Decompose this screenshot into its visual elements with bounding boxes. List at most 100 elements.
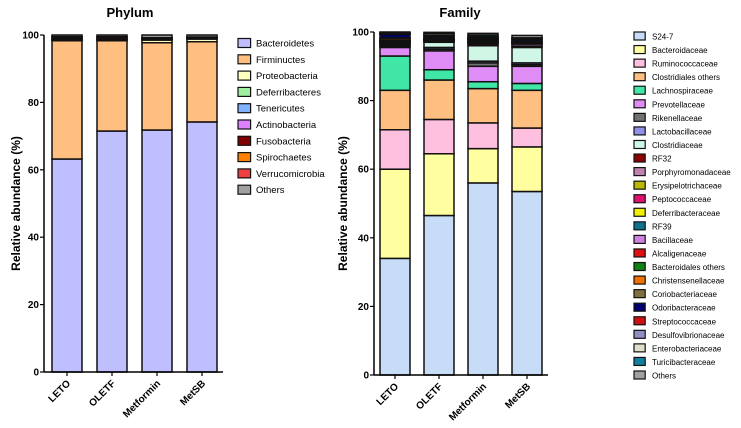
bar-segment-others bbox=[511, 34, 543, 39]
legend-swatch bbox=[633, 221, 646, 231]
legend-label: Bacteroidetes bbox=[256, 39, 314, 50]
y-axis-label: Relative abundance (%) bbox=[9, 136, 23, 271]
y-tick-label: 60 bbox=[358, 165, 370, 176]
bar-segment-clostridiaceae bbox=[511, 46, 543, 64]
legend-swatch bbox=[633, 289, 646, 299]
bar-segment-bacteroidaceae bbox=[379, 168, 411, 260]
y-tick-label: 60 bbox=[28, 165, 40, 176]
legend-swatch bbox=[237, 86, 252, 98]
bar-segment-lachnospiraceae bbox=[467, 80, 499, 90]
legend-swatch bbox=[237, 135, 252, 146]
legend-swatch bbox=[237, 184, 252, 195]
legend-label: Porphyromonadaceae bbox=[652, 168, 731, 177]
legend-swatch bbox=[633, 85, 646, 95]
bar-segment-firminuctes bbox=[96, 39, 128, 132]
bar-segment-ruminococcaceae bbox=[467, 122, 499, 150]
bar-segment-s24-7 bbox=[511, 190, 543, 376]
bar-segment-bacteroidaceae bbox=[423, 153, 455, 217]
legend-label: Turicibacteraceae bbox=[652, 358, 716, 367]
legend-swatch bbox=[633, 370, 646, 380]
bar-segment-ruminococcaceae bbox=[511, 127, 543, 148]
bar-segment-firminuctes bbox=[141, 42, 173, 131]
bar-segment-others bbox=[141, 34, 173, 39]
legend-label: RF39 bbox=[652, 222, 672, 231]
legend-swatch bbox=[633, 58, 646, 68]
x-tick-label: OLETF bbox=[87, 378, 118, 409]
bar-segment-others bbox=[423, 31, 455, 35]
legend-swatch bbox=[633, 343, 646, 353]
legend-label: RF32 bbox=[652, 155, 672, 164]
legend-label: Erysipelotrichaceae bbox=[652, 182, 722, 191]
y-tick-label: 20 bbox=[28, 300, 40, 311]
legend: Bacteroidetes Firminuctes Proteobacteria De… bbox=[237, 37, 325, 196]
bar-segment-prevotellaceae bbox=[511, 65, 543, 85]
y-tick-label: 80 bbox=[358, 96, 370, 107]
legend-label: Rikenellaceae bbox=[652, 114, 703, 123]
legend-label: Deferribacteres bbox=[256, 87, 321, 98]
legend-label: Peptococcaceae bbox=[652, 195, 712, 204]
legend-label: Deferribacteraceae bbox=[652, 209, 721, 218]
legend-swatch bbox=[633, 275, 646, 285]
bar-segment-s24-7 bbox=[379, 257, 411, 376]
bar-segment-bacteroidetes bbox=[141, 129, 173, 373]
legend-label: Fusobacteria bbox=[256, 136, 312, 147]
legend-label: Tenericutes bbox=[256, 104, 305, 115]
legend-swatch bbox=[633, 261, 646, 272]
legend-label: Streptococcaceae bbox=[652, 317, 717, 326]
legend: S24-7 Bacteroidaceae Ruminococcaceae Clostr… bbox=[633, 31, 731, 381]
legend-swatch bbox=[633, 302, 646, 312]
y-tick-label: 40 bbox=[28, 233, 40, 244]
bar-segment-ruminococcaceae bbox=[379, 129, 411, 170]
legend-swatch bbox=[633, 316, 646, 326]
chart-title: Family bbox=[439, 5, 481, 20]
legend-label: Lactobacillaceae bbox=[652, 127, 712, 136]
legend-label: Others bbox=[256, 185, 285, 196]
legend-label: Clostridiales others bbox=[652, 73, 720, 82]
legend-label: Lachnospiraceae bbox=[652, 87, 713, 96]
bar-segment-firminuctes bbox=[186, 40, 218, 123]
legend-swatch bbox=[633, 234, 646, 244]
bar-segment-lachnospiraceae bbox=[379, 55, 411, 92]
x-tick-label: LETO bbox=[375, 381, 402, 408]
x-tick-label: Metformin bbox=[447, 381, 489, 423]
y-tick-label: 40 bbox=[358, 233, 370, 244]
bar-segment-prevotellaceae bbox=[423, 50, 455, 71]
legend-label: Actinobacteria bbox=[256, 120, 317, 131]
x-tick-label: Metformin bbox=[121, 378, 163, 420]
legend-label: Ruminococcaceae bbox=[652, 60, 718, 69]
bar-segment-s24-7 bbox=[423, 214, 455, 376]
legend-label: Bacteroidaceae bbox=[652, 46, 708, 55]
legend-swatch bbox=[237, 103, 252, 114]
legend-swatch bbox=[633, 112, 646, 122]
bar-segment-clostridiales-others bbox=[511, 89, 543, 129]
legend-label: Verrucomicrobia bbox=[256, 169, 325, 180]
legend-swatch bbox=[633, 99, 646, 109]
bar-segment-clostridiaceae bbox=[423, 41, 455, 49]
legend-swatch bbox=[237, 152, 252, 163]
legend-label: Christensenellaceae bbox=[652, 277, 725, 286]
x-tick-label: MetSB bbox=[178, 378, 208, 408]
bar-segment-others bbox=[51, 34, 83, 38]
legend-swatch bbox=[633, 153, 646, 163]
legend-label: Desulfovibrionaceae bbox=[652, 331, 725, 340]
legend-label: Alcaligenaceae bbox=[652, 249, 707, 258]
y-tick-label: 100 bbox=[352, 28, 369, 39]
legend-label: Enterobacteriaceae bbox=[652, 344, 722, 353]
bar-segment-others bbox=[96, 34, 128, 38]
x-tick-label: OLETF bbox=[414, 381, 445, 412]
bar-segment-bacteroidetes bbox=[51, 158, 83, 373]
legend-swatch bbox=[237, 37, 252, 49]
bar-segment-firminuctes bbox=[51, 39, 83, 160]
legend-swatch bbox=[237, 119, 252, 130]
legend-label: Bacillaceae bbox=[652, 236, 693, 245]
y-tick-label: 80 bbox=[28, 98, 40, 109]
x-tick-label: LETO bbox=[47, 378, 74, 405]
legend-swatch bbox=[237, 70, 252, 81]
legend-label: S24-7 bbox=[652, 33, 674, 42]
legend-label: Clostridiaceae bbox=[652, 141, 703, 150]
legend-swatch bbox=[633, 356, 646, 367]
legend-swatch bbox=[633, 180, 646, 190]
legend-swatch bbox=[633, 167, 646, 177]
bar-segment-others bbox=[467, 32, 499, 36]
legend-swatch bbox=[633, 139, 646, 150]
